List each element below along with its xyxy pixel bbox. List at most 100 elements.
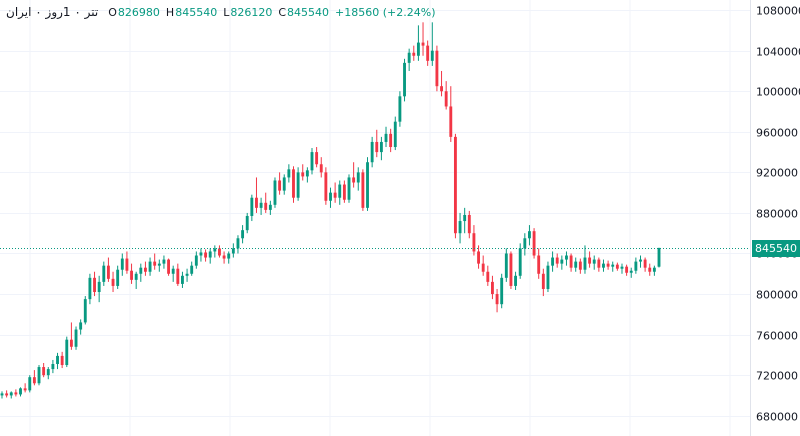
- candle-body: [153, 261, 157, 266]
- candle: [292, 166, 295, 203]
- candle: [523, 233, 527, 256]
- candle-body: [65, 339, 69, 366]
- candle: [227, 251, 231, 264]
- candle: [532, 228, 536, 259]
- candle-body: [555, 257, 559, 264]
- candle: [9, 391, 13, 399]
- candle-body: [199, 252, 203, 256]
- candle: [208, 248, 212, 264]
- candle-body: [148, 261, 152, 272]
- candle: [69, 322, 73, 350]
- candle: [268, 200, 272, 215]
- candle-body: [79, 322, 83, 330]
- candle: [403, 58, 406, 102]
- candle-body: [398, 96, 402, 122]
- candle: [592, 255, 596, 270]
- candle-body: [597, 259, 601, 268]
- candle: [282, 174, 286, 195]
- chart-legend: تتر ۰ 1روز ۰ ایران O 826980 H 845540 L 8…: [6, 3, 435, 21]
- price-axis[interactable]: 1080000 1040000 1000000 960000 920000 880000 8…: [756, 5, 800, 424]
- candle: [5, 390, 9, 398]
- candle-body: [342, 184, 346, 200]
- candle: [477, 245, 480, 269]
- candle-body: [444, 91, 448, 107]
- candle-body: [167, 259, 170, 274]
- candle: [421, 22, 425, 56]
- candle: [639, 255, 642, 268]
- candle: [361, 169, 365, 211]
- candle: [23, 383, 27, 393]
- candle: [440, 70, 443, 97]
- candle: [629, 267, 633, 278]
- open-value: 826980: [117, 5, 160, 19]
- candle: [199, 248, 203, 262]
- candle: [370, 136, 374, 168]
- candle: [56, 352, 59, 370]
- candle: [514, 271, 518, 290]
- candle-body: [19, 388, 22, 395]
- candle-body: [370, 141, 374, 163]
- candle: [541, 268, 545, 297]
- candle-body: [162, 259, 166, 264]
- candle-body: [518, 248, 522, 276]
- candle-body: [509, 253, 513, 286]
- candle: [130, 263, 133, 284]
- candle-body: [338, 184, 342, 198]
- candle: [222, 251, 226, 264]
- candle-body: [74, 329, 78, 347]
- candle: [255, 177, 258, 213]
- candle: [0, 391, 4, 399]
- candle: [352, 162, 356, 188]
- candle-body: [319, 164, 323, 173]
- candle-body: [213, 248, 217, 252]
- candle: [444, 81, 448, 110]
- candle-body: [412, 52, 416, 56]
- candle-body: [453, 136, 457, 234]
- candle: [176, 263, 180, 286]
- candle-body: [491, 281, 494, 295]
- candle: [555, 253, 559, 268]
- candle: [162, 255, 166, 269]
- candle-body: [227, 253, 231, 259]
- candle: [264, 192, 268, 213]
- high-key: H: [165, 5, 175, 19]
- candle: [407, 48, 411, 71]
- candle: [588, 251, 592, 268]
- close-key: C: [278, 5, 287, 19]
- candle-body: [264, 202, 268, 210]
- candle: [301, 164, 305, 181]
- candle: [46, 367, 50, 380]
- candle: [356, 167, 360, 191]
- candle-body: [23, 388, 27, 391]
- candle-body: [259, 202, 263, 208]
- candle-body: [620, 266, 624, 269]
- candle: [615, 262, 619, 271]
- candle: [106, 257, 110, 282]
- candle-body: [296, 172, 300, 198]
- candle-body: [393, 121, 397, 148]
- symbol-title[interactable]: تتر ۰ 1روز ۰ ایران: [6, 5, 99, 19]
- candle: [204, 249, 208, 262]
- candle: [218, 245, 221, 258]
- candle-body: [185, 273, 189, 276]
- close-value: 845540: [287, 5, 330, 19]
- candle-body: [241, 230, 245, 239]
- candle-body: [504, 253, 508, 278]
- candle-body: [486, 271, 490, 282]
- candle-body: [329, 192, 332, 201]
- candle-body: [375, 141, 379, 153]
- candle-body: [176, 268, 180, 284]
- y-tick-label: 1000000: [756, 86, 800, 99]
- candle-body: [416, 42, 420, 56]
- candle-body: [106, 265, 110, 279]
- candle: [305, 167, 309, 183]
- candle-body: [532, 231, 536, 256]
- candle: [430, 22, 434, 66]
- candle-body: [403, 62, 406, 97]
- candle-body: [60, 355, 64, 366]
- candle-body: [560, 259, 564, 264]
- candle: [546, 261, 550, 293]
- candle-body: [157, 263, 161, 266]
- y-tick-label: 720000: [756, 370, 798, 383]
